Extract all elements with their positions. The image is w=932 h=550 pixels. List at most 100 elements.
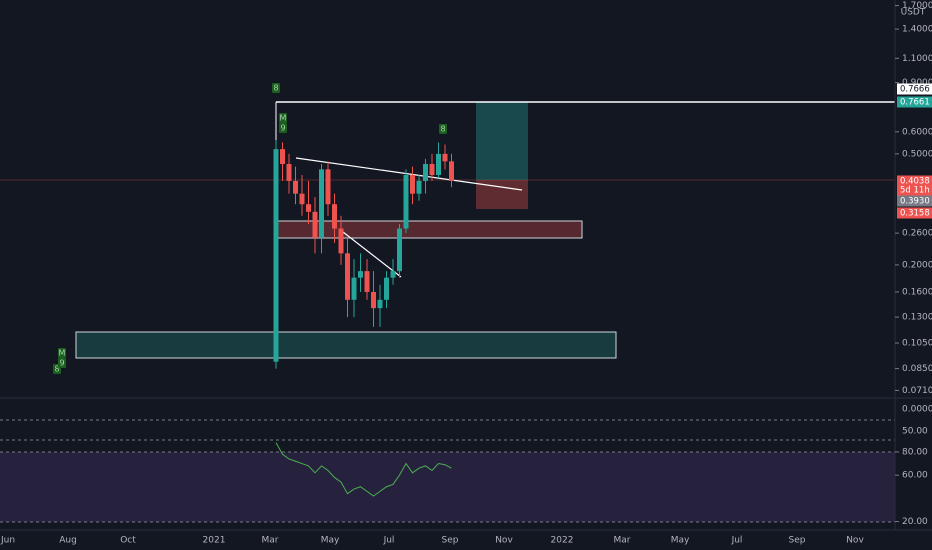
price-tag-bg — [897, 83, 932, 95]
candle-body — [403, 175, 409, 229]
target-box — [476, 102, 528, 180]
rsi-tick-label: 20.00 — [902, 517, 928, 527]
candle-body — [423, 163, 428, 181]
candle-body — [319, 169, 324, 238]
signal-marker-bg — [272, 83, 280, 93]
x-tick-label: Jul — [731, 536, 743, 546]
candle-body — [325, 169, 331, 205]
x-tick-label: 2021 — [203, 536, 226, 546]
candle-body — [332, 204, 337, 229]
x-tick-label: Sep — [442, 536, 459, 546]
price-tag-label: 0.3158 — [900, 209, 930, 219]
x-tick-label: Mar — [262, 536, 279, 546]
y-tick-label: 0.2600 — [902, 229, 932, 239]
rsi-line — [275, 442, 452, 497]
signal-marker: 9 — [59, 359, 64, 368]
y-tick-label: 0.2000 — [902, 260, 932, 270]
candle-body — [410, 175, 415, 194]
price-tag: 5d 11h — [897, 184, 932, 196]
candle-body — [436, 153, 441, 176]
y-tick-label: 0.1300 — [902, 313, 932, 323]
signal-marker-bg — [279, 123, 287, 133]
signal-marker: M — [59, 349, 66, 358]
price-tag-label: 5d 11h — [900, 186, 930, 196]
signal-marker: 8 — [273, 84, 278, 93]
rsi-tick-label: 80.00 — [902, 447, 928, 457]
price-tag: 0.3158 — [897, 207, 932, 219]
price-tag-bg — [897, 175, 932, 187]
candle-body — [273, 149, 279, 362]
candle-body — [280, 149, 285, 164]
candle-body — [286, 163, 292, 181]
x-tick-label: May — [671, 536, 690, 546]
signal-marker: 8 — [440, 125, 445, 134]
pane-label: 50.00 — [902, 427, 928, 437]
signal-marker-bg — [439, 124, 447, 134]
demand-zone — [75, 331, 617, 359]
price-tag-label: 0.7661 — [900, 98, 930, 108]
x-tick-label: Nov — [495, 536, 513, 546]
y-tick-label: 0.6000 — [902, 127, 932, 137]
candle-body — [377, 299, 383, 309]
price-tag-bg — [897, 184, 932, 196]
signal-marker-bg — [58, 348, 66, 358]
price-tag-bg — [897, 96, 932, 108]
candle-body — [364, 271, 370, 292]
y-tick-label: 0.0850 — [902, 364, 932, 374]
signal-marker: 9 — [280, 124, 285, 133]
y-tick-label: 0.5000 — [902, 149, 932, 159]
signal-marker: M — [280, 114, 287, 123]
signal-marker-bg — [279, 113, 287, 123]
price-tag-label: 0.7666 — [900, 85, 930, 95]
rsi-band — [0, 452, 895, 522]
price-tag: 0.3930 — [897, 195, 932, 207]
x-tick-label: Sep — [789, 536, 806, 546]
x-tick-label: Nov — [846, 536, 864, 546]
y-tick-label: 0.9000 — [902, 78, 932, 88]
y-tick-label: 0.1050 — [902, 338, 932, 348]
y-tick-label: 0.0710 — [902, 386, 932, 396]
signal-marker: 8 — [54, 365, 59, 374]
price-tag-label: 0.3930 — [900, 197, 930, 207]
price-tag: 0.4038 — [897, 175, 932, 187]
signal-marker-bg — [58, 358, 66, 368]
candle-body — [351, 277, 357, 300]
trendline — [342, 231, 402, 278]
candle-body — [338, 228, 344, 254]
x-tick-label: Jun — [0, 536, 15, 546]
candle-body — [299, 193, 305, 205]
currency-unit: USDT — [901, 8, 926, 18]
x-tick-label: Aug — [59, 536, 77, 546]
price-tag: 0.7666 — [897, 83, 932, 95]
x-tick-label: Oct — [120, 536, 136, 546]
y-tick-label: 1.1000 — [902, 54, 932, 64]
candle-body — [371, 291, 376, 309]
rsi-tick-label: 60.00 — [902, 471, 928, 481]
candle-body — [390, 271, 396, 278]
x-tick-label: 2022 — [551, 536, 574, 546]
candle-body — [358, 271, 363, 278]
candle-body — [312, 211, 318, 238]
price-tag-bg — [897, 207, 932, 219]
candle-body — [416, 180, 422, 194]
price-tag-label: 0.4038 — [900, 177, 930, 187]
x-tick-label: May — [321, 536, 340, 546]
y-tick-label: 1.7000 — [902, 1, 932, 11]
candle-body — [345, 253, 350, 300]
y-tick-label: 1.4000 — [902, 25, 932, 35]
price-tag-bg — [897, 195, 932, 207]
price-tag: 0.7661 — [897, 96, 932, 108]
pane-label: 0.0000 — [902, 405, 932, 415]
candle-body — [397, 228, 402, 272]
candle-body — [442, 153, 448, 162]
trendline — [295, 157, 523, 191]
y-tick-label: 0.1600 — [902, 287, 932, 297]
x-tick-label: Mar — [614, 536, 631, 546]
candle-body — [384, 277, 389, 300]
candle-body — [449, 161, 454, 181]
x-tick-label: Jul — [383, 536, 395, 546]
candle-body — [429, 163, 435, 176]
candle-body — [293, 180, 298, 194]
